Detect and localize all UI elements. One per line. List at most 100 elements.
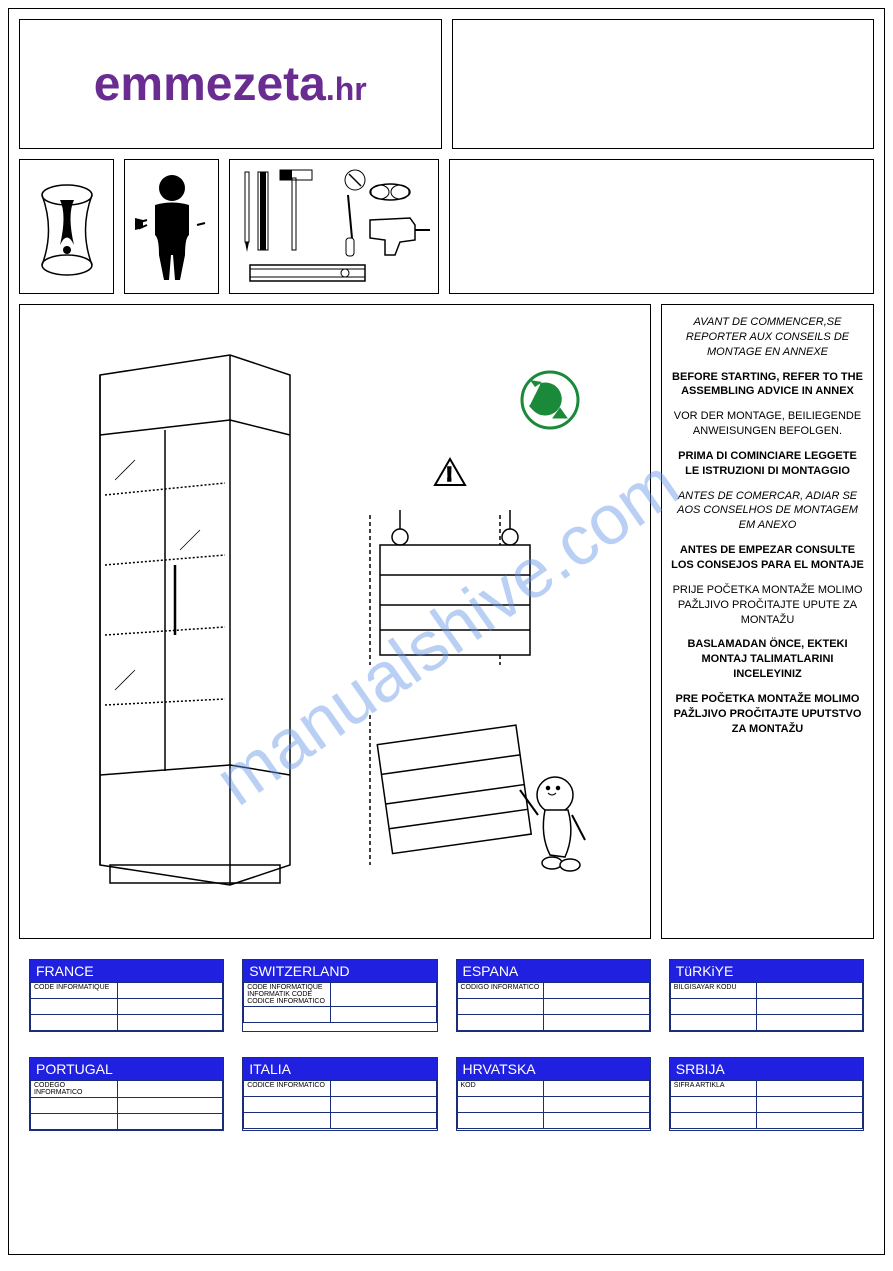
cell — [244, 1097, 331, 1113]
advice-pt: ANTES DE COMERCAR, ADIAR SE AOS CONSELHO… — [670, 489, 865, 534]
country-header: SRBIJA — [670, 1058, 863, 1080]
country-header: TüRKiYE — [670, 960, 863, 982]
code-table-hrvatska: HRVATSKA KOD — [456, 1057, 651, 1131]
code-value — [757, 1081, 863, 1097]
assembly-instruction-page: manualshive.com emmezeta.hr — [8, 8, 885, 1255]
code-grid: CODICE INFORMATICO — [243, 1080, 436, 1129]
code-table-srbija: SRBIJA ŠIFRA ARTIKLA — [669, 1057, 864, 1131]
tools-icon — [230, 160, 440, 293]
country-header: ITALIA — [243, 1058, 436, 1080]
code-value — [117, 983, 223, 999]
cell — [670, 1113, 757, 1129]
cell — [117, 1114, 223, 1130]
cell — [117, 1015, 223, 1031]
country-header: SWITZERLAND — [243, 960, 436, 982]
code-table-switzerland: SWITZERLAND CODE INFORMATIQUE INFORMATIK… — [242, 959, 437, 1032]
tables-row-1: FRANCE CODE INFORMATIQUE SWITZERLAND COD… — [29, 959, 864, 1032]
code-label: CODE INFORMATIQUE INFORMATIK CODE CODICE… — [244, 983, 331, 1007]
middle-section: ! — [19, 304, 874, 939]
code-grid: KOD — [457, 1080, 650, 1129]
advice-fr: AVANT DE COMMENCER,SE REPORTER AUX CONSE… — [670, 315, 865, 360]
code-grid: ŠIFRA ARTIKLA — [670, 1080, 863, 1129]
code-label: KOD — [457, 1081, 544, 1097]
code-table-italia: ITALIA CODICE INFORMATICO — [242, 1057, 437, 1131]
cell — [757, 1097, 863, 1113]
advice-es: ANTES DE EMPEZAR CONSULTE LOS CONSEJOS P… — [670, 543, 865, 573]
code-value — [544, 1081, 650, 1097]
advice-de: VOR DER MONTAGE, BEILIEGENDE ANWEISUNGEN… — [670, 409, 865, 439]
cell — [117, 1098, 223, 1114]
country-codes-section: FRANCE CODE INFORMATIQUE SWITZERLAND COD… — [29, 959, 864, 1131]
tables-row-2: PORTUGAL CODEGO INFORMATICO ITALIA CODIC… — [29, 1057, 864, 1131]
cell — [670, 999, 757, 1015]
cell — [757, 1113, 863, 1129]
hourglass-people-icon — [20, 160, 115, 293]
cell — [544, 999, 650, 1015]
advice-it: PRIMA DI COMINCIARE LEGGETE LE ISTRUZION… — [670, 449, 865, 479]
cell — [330, 1113, 436, 1129]
tools-icon-panel — [229, 159, 439, 294]
advice-en: BEFORE STARTING, REFER TO THE ASSEMBLING… — [670, 370, 865, 400]
code-table-turkiye: TüRKiYE BİLGİSAYAR KODU — [669, 959, 864, 1032]
icons-blank — [449, 159, 874, 294]
cell — [457, 1015, 544, 1031]
cell — [457, 1113, 544, 1129]
cell — [670, 1097, 757, 1113]
code-table-france: FRANCE CODE INFORMATIQUE — [29, 959, 224, 1032]
cell — [457, 999, 544, 1015]
svg-text:!: ! — [446, 464, 453, 486]
code-grid: CODE INFORMATIQUE — [30, 982, 223, 1031]
country-header: FRANCE — [30, 960, 223, 982]
code-label: CODE INFORMATIQUE — [31, 983, 118, 999]
code-value — [757, 983, 863, 999]
cell — [31, 999, 118, 1015]
cell — [670, 1015, 757, 1031]
brand-logo: emmezeta.hr — [94, 57, 367, 112]
code-label: CODIGO INFORMATICO — [457, 983, 544, 999]
brand-tld: .hr — [326, 71, 367, 107]
product-diagram: ! — [20, 305, 650, 938]
cell — [544, 1097, 650, 1113]
cell — [31, 1015, 118, 1031]
cell — [757, 1015, 863, 1031]
code-grid: CODEGO INFORMATICO — [30, 1080, 223, 1130]
advice-hr: PRIJE POČETKA MONTAŽE MOLIMO PAŽLJIVO PR… — [670, 583, 865, 628]
worker-person-icon — [125, 160, 220, 293]
code-table-espana: ESPANA CODIGO INFORMATICO — [456, 959, 651, 1032]
advice-sr: PRE POČETKA MONTAŽE MOLIMO PAŽLJIVO PROČ… — [670, 692, 865, 737]
icons-row — [19, 159, 874, 294]
cell — [244, 1007, 331, 1023]
person-icon-panel — [124, 159, 219, 294]
country-header: PORTUGAL — [30, 1058, 223, 1080]
cell — [330, 1097, 436, 1113]
brand-name: emmezeta — [94, 58, 326, 111]
country-header: HRVATSKA — [457, 1058, 650, 1080]
code-table-portugal: PORTUGAL CODEGO INFORMATICO — [29, 1057, 224, 1131]
logo-panel: emmezeta.hr — [19, 19, 442, 149]
cell — [330, 1007, 436, 1023]
code-value — [117, 1081, 223, 1098]
code-value — [330, 983, 436, 1007]
two-person-icon-panel — [19, 159, 114, 294]
advice-tr: BASLAMADAN ÖNCE, EKTEKI MONTAJ TALIMATLA… — [670, 637, 865, 682]
code-label: BİLGİSAYAR KODU — [670, 983, 757, 999]
cell — [31, 1114, 118, 1130]
cell — [457, 1097, 544, 1113]
cell — [117, 999, 223, 1015]
country-header: ESPANA — [457, 960, 650, 982]
header-row: emmezeta.hr — [19, 19, 874, 149]
code-grid: BİLGİSAYAR KODU — [670, 982, 863, 1031]
code-value — [544, 983, 650, 999]
cell — [757, 999, 863, 1015]
product-illustration-panel: ! — [19, 304, 651, 939]
code-value — [330, 1081, 436, 1097]
code-label: CODICE INFORMATICO — [244, 1081, 331, 1097]
cell — [31, 1098, 118, 1114]
code-grid: CODIGO INFORMATICO — [457, 982, 650, 1031]
header-blank — [452, 19, 875, 149]
cell — [544, 1113, 650, 1129]
code-label: ŠIFRA ARTIKLA — [670, 1081, 757, 1097]
code-grid: CODE INFORMATIQUE INFORMATIK CODE CODICE… — [243, 982, 436, 1023]
cell — [544, 1015, 650, 1031]
code-label: CODEGO INFORMATICO — [31, 1081, 118, 1098]
